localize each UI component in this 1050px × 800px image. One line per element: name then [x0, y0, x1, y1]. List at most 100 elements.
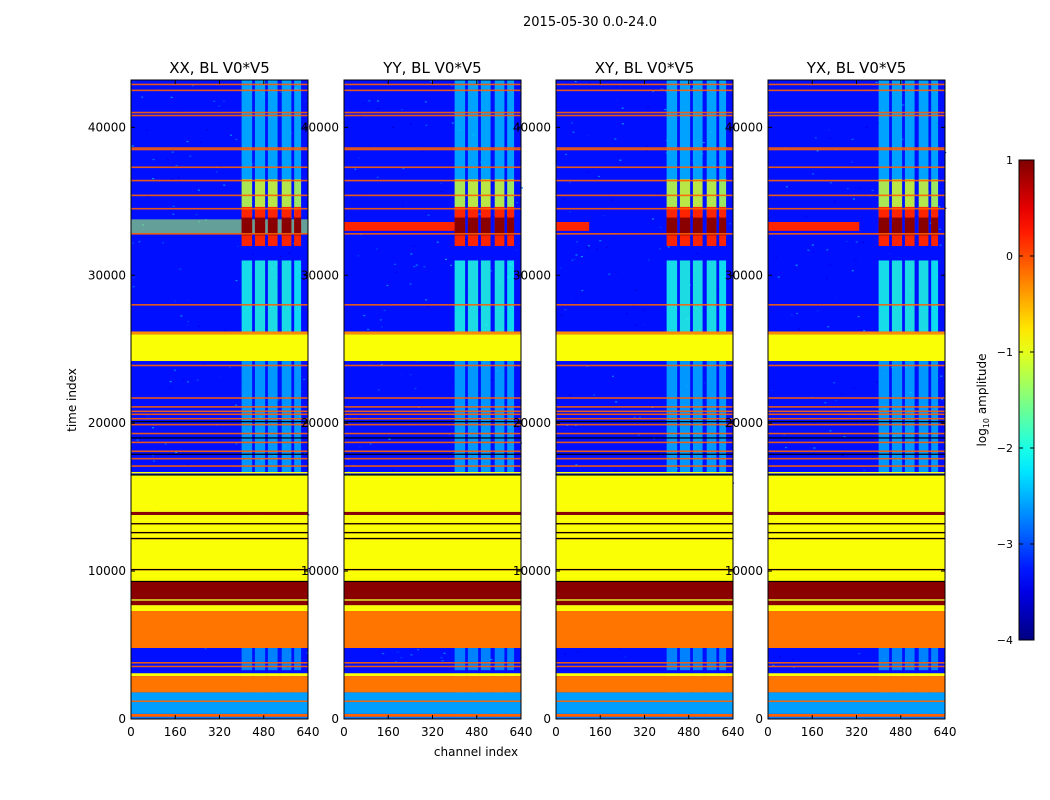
rfi-line [556, 417, 733, 420]
time-band [768, 673, 945, 677]
time-band [131, 611, 308, 648]
channel-column [692, 361, 703, 472]
noise-cell [726, 144, 729, 146]
noise-cell [195, 214, 198, 216]
noise-cell [132, 286, 135, 288]
noise-cell [369, 442, 372, 444]
noise-cell [940, 375, 943, 377]
noise-cell [875, 381, 878, 383]
rfi-line [131, 457, 308, 460]
x-ticks-yy: 0 160 320 480 640 [340, 80, 532, 739]
rfi-line [131, 83, 308, 86]
noise-cell [152, 427, 155, 429]
channel-column [281, 179, 292, 217]
noise-cell [621, 107, 624, 109]
channel-column [719, 361, 727, 472]
noise-cell [295, 472, 298, 475]
channel-column [679, 361, 691, 472]
noise-cell [840, 415, 843, 417]
noise-cell [451, 122, 454, 124]
channel-column [904, 361, 915, 472]
noise-cell [778, 656, 781, 658]
colorbar-tick-label: −1 [997, 346, 1013, 359]
noise-cell [277, 399, 280, 401]
noise-cell [415, 264, 418, 266]
noise-cell [871, 189, 874, 192]
flag-line [556, 437, 733, 439]
noise-cell [587, 245, 590, 247]
noise-cell [940, 398, 943, 400]
panel-yx: YX, BL V0*V5 0 160 320 480 640 0 10000 20000 30… [725, 59, 957, 739]
rfi-line [768, 114, 945, 117]
noise-cell [357, 255, 360, 257]
channel-column [294, 361, 302, 472]
noise-cell [827, 129, 830, 131]
noise-cell [845, 240, 848, 243]
channel-column [918, 260, 929, 332]
channel-column [507, 179, 515, 217]
noise-cell [223, 184, 226, 186]
channel-column [904, 179, 915, 217]
flare-core [878, 217, 890, 236]
noise-cell [659, 226, 662, 228]
noise-cell [615, 85, 618, 87]
noise-cell [179, 268, 182, 270]
noise-cell [426, 306, 429, 308]
channel-column [692, 80, 703, 180]
channel-column [480, 260, 491, 332]
flag-line [556, 532, 733, 534]
noise-cell [574, 298, 577, 300]
noise-cell [358, 157, 361, 159]
rfi-line [344, 111, 521, 114]
noise-cell [581, 153, 584, 155]
noise-cell [829, 264, 832, 266]
time-band [344, 581, 521, 600]
rfi-line [131, 450, 308, 453]
rfi-line [344, 661, 521, 664]
channel-column [467, 80, 479, 180]
colorbar-tick-label: 0 [1006, 250, 1013, 263]
noise-cell [162, 242, 165, 244]
flare-core [719, 217, 727, 236]
rfi-line [768, 147, 945, 149]
y-tick-label: 20000 [88, 416, 126, 430]
rfi-line [344, 406, 521, 408]
time-band [768, 611, 945, 648]
noise-cell [621, 123, 624, 125]
channel-column [294, 179, 302, 217]
noise-cell [222, 100, 225, 102]
y-ticks-yx: 0 10000 20000 30000 40000 [725, 120, 945, 726]
noise-cell [691, 159, 694, 161]
colorbar-ticks: 1 0 −1 −2 −3 −4 [997, 154, 1034, 647]
noise-cell [796, 312, 799, 315]
rfi-line [344, 89, 521, 92]
flag-line [131, 569, 308, 571]
noise-cell [253, 652, 256, 654]
rfi-line [556, 147, 733, 149]
time-band [131, 713, 308, 717]
noise-cell [676, 468, 679, 470]
rfi-line [556, 406, 733, 408]
flag-line [768, 474, 945, 476]
noise-cell [689, 661, 692, 663]
noise-cell [703, 384, 706, 387]
time-band [768, 331, 945, 335]
channel-column [294, 80, 302, 180]
time-band [131, 670, 308, 674]
noise-cell [645, 145, 648, 147]
noise-cell [131, 145, 134, 147]
channel-column [281, 80, 292, 180]
noise-cell [646, 150, 649, 152]
noise-cell [367, 328, 370, 331]
rfi-line [131, 166, 308, 169]
channel-column [719, 260, 727, 332]
noise-cell [861, 241, 864, 243]
y-ticks-yy: 0 10000 20000 30000 40000 [301, 120, 521, 726]
rfi-line [556, 661, 733, 664]
noise-cell [858, 187, 861, 189]
noise-cell [814, 137, 817, 139]
noise-cell [812, 251, 815, 253]
noise-cell [786, 393, 789, 395]
flag-line [344, 437, 521, 439]
rfi-line [768, 111, 945, 114]
